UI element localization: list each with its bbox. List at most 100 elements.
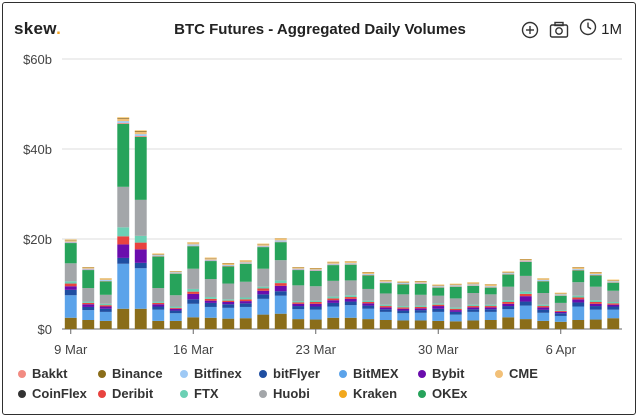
bar-segment-bitflyer [152, 306, 165, 310]
bar-segment-cme [327, 262, 340, 264]
bar-segment-bitfinex [187, 244, 200, 246]
bar-segment-huobi [344, 280, 357, 296]
bar-segment-okex [134, 136, 147, 200]
legend-item-coinflex[interactable]: CoinFlex [18, 386, 98, 401]
legend-item-binance[interactable]: Binance [98, 366, 180, 381]
bar-segment-huobi [117, 186, 130, 228]
bar-segment-bybit [187, 293, 200, 300]
legend-item-deribit[interactable]: Deribit [98, 386, 180, 401]
bar-segment-bitfinex [292, 268, 305, 270]
legend-label: BitMEX [353, 366, 399, 381]
bar-segment-deribit [239, 299, 252, 302]
bar-segment-kraken [117, 117, 130, 119]
bar-segment-bitflyer [519, 301, 532, 306]
bar-segment-huobi [134, 199, 147, 236]
bar-segment-deribit [257, 288, 270, 291]
bar-segment-okex [257, 247, 270, 269]
bar-segment-ftx [432, 303, 445, 305]
bar-segment-binance [327, 317, 340, 329]
bar-segment-binance [169, 320, 182, 329]
bar-segment-okex [222, 266, 235, 284]
bar-segment-ftx [117, 227, 130, 237]
bar-segment-ftx [64, 281, 77, 284]
range-label: 1M [601, 21, 622, 38]
bar-segment-ftx [519, 291, 532, 294]
bar-segment-bitflyer [467, 309, 480, 312]
bar-segment-bitflyer [537, 309, 550, 313]
bar-segment-binance [222, 318, 235, 329]
bar-segment-deribit [99, 305, 112, 307]
bar-segment-ftx [449, 307, 462, 309]
bar-segment-cme [187, 243, 200, 245]
y-tick-label: $40b [23, 142, 52, 157]
chart-legend: Bakkt Binance Bitfinex bitFlyer BitMEX Bybit C… [18, 366, 565, 401]
bar-segment-huobi [607, 290, 620, 302]
bar-segment-ftx [257, 286, 270, 289]
bar-segment-binance [257, 314, 270, 329]
bar-segment-ftx [537, 304, 550, 307]
bar-segment-bybit [82, 304, 95, 307]
bar-segment-bitmex [222, 307, 235, 319]
legend-item-bitflyer[interactable]: bitFlyer [259, 366, 339, 381]
bar-segment-bitmex [274, 295, 287, 314]
bar-segment-binance [187, 317, 200, 329]
legend-item-ftx[interactable]: FTX [180, 386, 259, 401]
legend-item-cme[interactable]: CME [495, 366, 565, 381]
bar-segment-okex [292, 270, 305, 286]
bar-segment-binance [379, 320, 392, 329]
bar-segment-bitmex [327, 306, 340, 318]
bar-segment-deribit [82, 302, 95, 305]
bar-segment-bitflyer [362, 305, 375, 309]
bar-segment-bybit [274, 285, 287, 292]
bar-segment-cme [449, 284, 462, 286]
bar-segment-bitfinex [484, 286, 497, 288]
bar-segment-bitfinex [502, 273, 515, 275]
bar-segment-bitflyer [239, 303, 252, 307]
bar-segment-okex [414, 284, 427, 295]
bar-segment-cme [502, 272, 515, 274]
bar-segment-ftx [362, 300, 375, 302]
bar-segment-cme [134, 131, 147, 135]
bar-segment-binance [449, 321, 462, 329]
legend-item-bitmex[interactable]: BitMEX [339, 366, 418, 381]
legend-item-okex[interactable]: OKEx [418, 386, 495, 401]
bar-segment-bitfinex [327, 263, 340, 265]
x-tick-label: 6 Apr [546, 342, 577, 357]
bar-segment-bitflyer [309, 306, 322, 310]
legend-label: Huobi [273, 386, 310, 401]
bar-segment-binance [134, 308, 147, 329]
bar-segment-bitflyer [257, 294, 270, 299]
legend-item-kraken[interactable]: Kraken [339, 386, 418, 401]
bar-segment-bybit [537, 307, 550, 310]
camera-icon[interactable] [549, 21, 569, 39]
chart-title: BTC Futures - Aggregated Daily Volumes [174, 21, 466, 38]
bar-segment-cme [274, 239, 287, 241]
bar-segment-ftx [82, 301, 95, 303]
legend-item-bybit[interactable]: Bybit [418, 366, 495, 381]
bar-segment-bybit [327, 300, 340, 303]
bar-segment-okex [239, 263, 252, 282]
plus-circle-icon[interactable] [521, 21, 539, 39]
bar-segment-huobi [204, 279, 217, 298]
bar-segment-binance [274, 313, 287, 329]
legend-label: FTX [194, 386, 219, 401]
bar-segment-ftx [502, 300, 515, 302]
bar-segment-deribit [274, 283, 287, 286]
range-selector[interactable]: 1M [579, 18, 622, 41]
bar-segment-huobi [537, 293, 550, 305]
bar-segment-bitmex [607, 309, 620, 319]
bar-segment-bitfinex [239, 262, 252, 264]
bar-segment-cme [484, 284, 497, 287]
bar-segment-bitfinex [449, 285, 462, 287]
legend-item-bitfinex[interactable]: Bitfinex [180, 366, 259, 381]
bar-segment-bitmex [117, 263, 130, 309]
bar-segment-bitflyer [187, 299, 200, 304]
legend-swatch [18, 369, 26, 378]
legend-item-huobi[interactable]: Huobi [259, 386, 339, 401]
bar-segment-okex [379, 283, 392, 294]
legend-swatch [18, 389, 26, 398]
bar-segment-bitfinex [169, 272, 182, 274]
legend-item-bakkt[interactable]: Bakkt [18, 366, 98, 381]
bar-segment-okex [169, 273, 182, 296]
bar-segment-huobi [589, 286, 602, 301]
